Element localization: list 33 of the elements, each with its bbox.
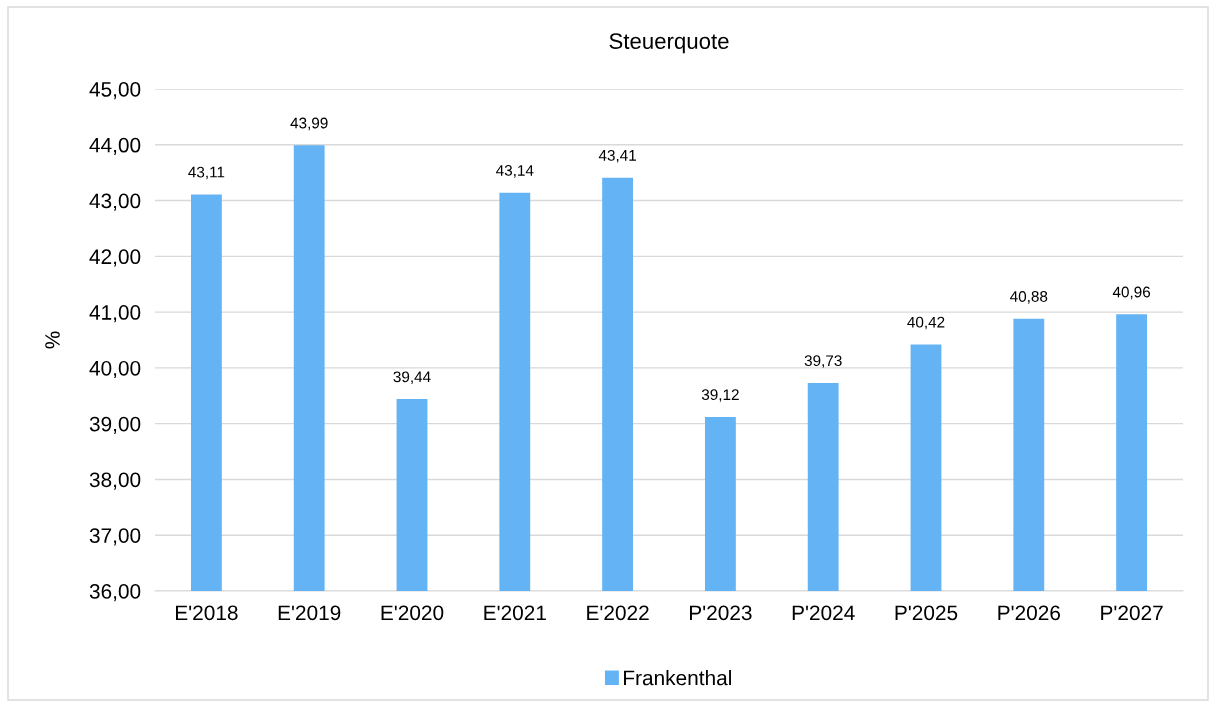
y-tick-label: 45,00 (89, 82, 141, 100)
x-tick-label: P'2023 (690, 605, 752, 621)
y-tick-label: 38,00 (89, 472, 141, 490)
data-label: 43,99 (290, 117, 328, 131)
x-tick-label: P'2024 (792, 605, 855, 621)
y-tick-label: 40,00 (89, 360, 141, 379)
x-tick-label: E'2021 (484, 605, 546, 621)
x-tick-label: E'2022 (587, 605, 649, 621)
x-tick-label: P'2027 (1101, 605, 1163, 621)
data-label: 39,12 (701, 389, 739, 402)
x-tick-label: E'2020 (381, 605, 444, 621)
y-tick-label: 44,00 (89, 137, 141, 155)
data-label: 43,41 (598, 149, 636, 163)
y-tick-label: 36,00 (89, 584, 141, 602)
data-label: 43,11 (188, 166, 225, 180)
data-label: 40,88 (1010, 291, 1048, 304)
data-label: 40,96 (1112, 286, 1151, 300)
y-tick-label: 42,00 (89, 249, 141, 267)
y-tick-label: 41,00 (89, 305, 141, 323)
y-tick-label: 39,00 (89, 416, 141, 434)
data-label: 43,14 (496, 165, 534, 178)
x-tick-label: P'2025 (895, 605, 958, 621)
y-tick-label: 37,00 (89, 528, 141, 546)
x-tick-label: E'2019 (278, 605, 341, 621)
data-label: 39,73 (804, 355, 842, 368)
x-tick-label: P'2026 (998, 605, 1060, 621)
legend-label: Frankenthal (624, 669, 731, 686)
data-label: 39,44 (393, 371, 431, 385)
y-axis-title: % (45, 331, 60, 349)
x-tick-label: E'2018 (176, 605, 238, 621)
y-tick-label: 43,00 (89, 193, 141, 211)
data-label: 40,42 (907, 316, 945, 330)
chart-title: Steuerquote (609, 33, 729, 54)
